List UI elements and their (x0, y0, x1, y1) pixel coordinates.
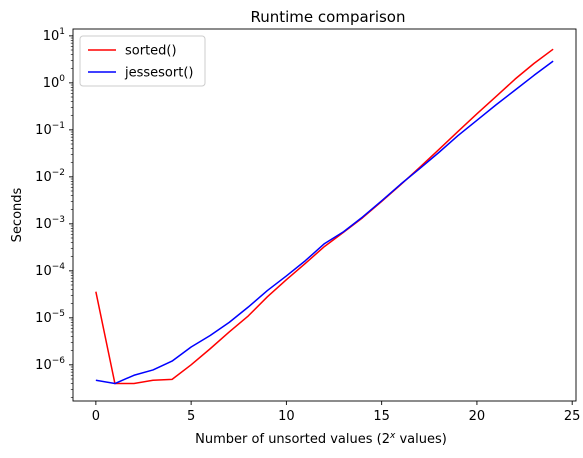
y-tick-base: 10 (35, 123, 52, 138)
y-tick-exponent: −5 (52, 309, 65, 319)
y-tick-label: 100 (43, 74, 66, 91)
series-line-0 (95, 48, 554, 385)
x-axis-ticks: 0 5 10 15 20 25 (92, 401, 581, 424)
y-axis-label: Seconds (10, 187, 25, 242)
y-tick-base: 10 (35, 217, 52, 232)
x-axis-label-main: Number of unsorted values (2 (195, 432, 390, 447)
plot-area (72, 28, 577, 402)
y-tick-base: 10 (35, 170, 52, 185)
y-tick-base: 10 (35, 264, 52, 279)
y-tick-base: 10 (43, 29, 60, 44)
y-tick-base: 10 (35, 358, 52, 373)
chart-title: Runtime comparison (250, 8, 405, 26)
axes-frame (72, 28, 577, 402)
x-axis-label-tail: values) (395, 432, 447, 447)
y-tick-label: 10−5 (35, 309, 65, 326)
x-tick-label: 25 (564, 409, 581, 424)
x-tick-label: 5 (187, 409, 195, 424)
y-tick-exponent: 1 (59, 27, 65, 37)
x-tick-label: 0 (92, 409, 100, 424)
legend: sorted() jessesort() (79, 35, 206, 87)
y-tick-base: 10 (35, 311, 52, 326)
x-tick-label: 10 (278, 409, 295, 424)
y-tick-exponent: 0 (59, 74, 65, 84)
x-tick-label: 20 (469, 409, 486, 424)
y-tick-base: 10 (43, 76, 60, 91)
y-tick-exponent: −1 (52, 121, 65, 131)
y-tick-label: 10−1 (35, 121, 65, 138)
y-tick-label: 10−2 (35, 168, 65, 185)
legend-box (79, 35, 206, 87)
y-tick-label: 10−3 (35, 215, 65, 232)
y-tick-exponent: −6 (52, 356, 66, 366)
y-tick-label: 10−4 (35, 262, 65, 279)
x-axis-label-superscript: x (389, 431, 396, 441)
y-tick-label: 10−6 (35, 356, 65, 373)
y-tick-exponent: −4 (52, 262, 66, 272)
legend-label-0: sorted() (125, 44, 177, 59)
x-axis-label: Number of unsorted values (2x values) (195, 431, 447, 447)
x-tick-label: 15 (373, 409, 390, 424)
y-tick-label: 101 (43, 27, 65, 44)
legend-label-1: jessesort() (124, 66, 193, 81)
series-line-1 (95, 60, 554, 385)
y-tick-exponent: −2 (52, 168, 65, 178)
y-tick-exponent: −3 (52, 215, 65, 225)
